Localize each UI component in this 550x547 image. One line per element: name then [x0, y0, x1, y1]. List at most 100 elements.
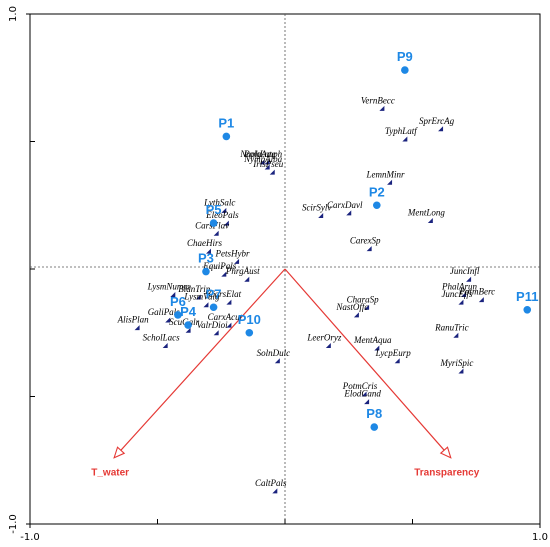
- species-label: EquiPals: [202, 261, 236, 271]
- species-marker: [361, 391, 367, 397]
- species-marker: [170, 292, 176, 297]
- species-marker: [402, 136, 408, 142]
- species-label: PetsHybr: [215, 248, 250, 258]
- species-marker: [453, 332, 459, 338]
- species-marker: [374, 345, 380, 351]
- species-marker: [269, 169, 275, 175]
- species-label: NuphLute: [239, 149, 276, 159]
- sample-label: P9: [397, 49, 413, 64]
- env-vector-label: Transparency: [414, 468, 479, 479]
- species-marker: [366, 246, 372, 252]
- species-label: PhalArun: [441, 282, 477, 292]
- sample-point: [209, 219, 218, 227]
- species-marker: [458, 368, 464, 374]
- species-label: CarxDavl: [327, 200, 363, 210]
- x-tick-label: -1.0: [20, 532, 40, 543]
- species-label: CarsElat: [209, 289, 242, 299]
- env-vectors: T_water Transparency: [91, 268, 480, 479]
- species-marker: [264, 159, 270, 165]
- species-marker: [458, 299, 464, 305]
- species-marker: [438, 126, 444, 132]
- species-label: LemnMinr: [366, 169, 405, 179]
- species-marker: [213, 230, 219, 236]
- species-label: JuncInfl: [450, 266, 480, 276]
- species-marker: [244, 276, 250, 282]
- species-marker: [259, 159, 265, 165]
- sample-label: P7: [206, 286, 222, 301]
- species-marker: [325, 343, 331, 348]
- y-tick-label: 1.0: [8, 6, 19, 22]
- sample-label: P6: [170, 294, 186, 309]
- species-marker: [364, 399, 370, 405]
- species-marker: [165, 317, 171, 323]
- species-label: CaltPals: [255, 478, 287, 488]
- species-marker: [223, 220, 229, 226]
- y-tick-label: -1.0: [8, 514, 19, 534]
- species-label: CarxAcut: [208, 312, 243, 322]
- species-marker: [353, 312, 359, 318]
- species-label: SprErcAg: [419, 116, 455, 126]
- species-label: PotmCris: [342, 381, 378, 391]
- species-marker: [234, 258, 240, 264]
- species-marker: [134, 325, 140, 331]
- species-marker: [264, 164, 270, 170]
- species-label: VernBecc: [361, 95, 395, 105]
- sample-point: [184, 321, 192, 329]
- species-marker: [394, 358, 400, 364]
- species-label: ChaeHirs: [187, 238, 223, 248]
- species-label: MentLong: [407, 208, 445, 218]
- species-marker: [274, 358, 280, 364]
- species-marker: [461, 292, 466, 297]
- axis-ticks: -1.0 1.0 1.0 -1.0: [8, 6, 548, 543]
- species-label: JuncEffs: [441, 289, 472, 299]
- species-label: LeerOryz: [306, 333, 341, 343]
- sample-point: [174, 311, 182, 319]
- species-marker: [364, 304, 370, 310]
- species-label: PotmBerc: [459, 287, 496, 297]
- species-marker: [466, 276, 472, 282]
- species-label: PhrgAust: [225, 266, 260, 276]
- species-label: ElodCand: [343, 389, 381, 399]
- species-label: ScholLacs: [143, 333, 180, 343]
- species-label: MentAqua: [353, 335, 392, 345]
- sample-label: P11: [516, 289, 538, 304]
- sample-point: [370, 423, 379, 431]
- species-marker: [203, 302, 209, 308]
- species-marker: [162, 343, 168, 348]
- species-label: LysmVulg: [183, 292, 220, 302]
- sample-point: [209, 303, 218, 312]
- sample-label: P2: [369, 184, 385, 199]
- sample-label: P4: [180, 304, 197, 319]
- sample-label: P8: [366, 406, 382, 421]
- env-vector-arrowhead: [113, 446, 126, 459]
- sample-label: P10: [238, 312, 261, 327]
- sample-point: [523, 306, 532, 314]
- species-label: GaliPals: [148, 307, 180, 317]
- species-marker: [221, 271, 227, 277]
- species-marker: [318, 212, 324, 218]
- species-marker: [346, 210, 352, 216]
- species-label: TyphLatf: [385, 126, 418, 136]
- species-label: BidnTrip: [178, 284, 211, 294]
- sample-point: [202, 267, 210, 276]
- species-label: ScirSylv: [302, 202, 332, 212]
- species-label: EleoPals: [205, 210, 239, 220]
- env-vector-arrowhead: [439, 446, 452, 459]
- sample-point: [222, 132, 231, 141]
- species-marker: [272, 488, 278, 494]
- sample-point: [245, 328, 254, 337]
- species-marker: [427, 218, 433, 224]
- species-label: ScuGalr: [169, 317, 199, 327]
- species-label: LysmNumm: [147, 282, 191, 292]
- x-tick-label: 1.0: [532, 532, 548, 543]
- species-label: AlisPlan: [117, 315, 149, 325]
- sample-label: P3: [198, 251, 214, 266]
- species-marker: [226, 299, 232, 305]
- species-marker: [226, 322, 232, 328]
- species-label: LythSalc: [203, 197, 235, 207]
- species-label: MyriSpic: [439, 358, 473, 368]
- env-vector-label: T_water: [91, 468, 129, 479]
- species-label: NastOffc: [335, 302, 368, 312]
